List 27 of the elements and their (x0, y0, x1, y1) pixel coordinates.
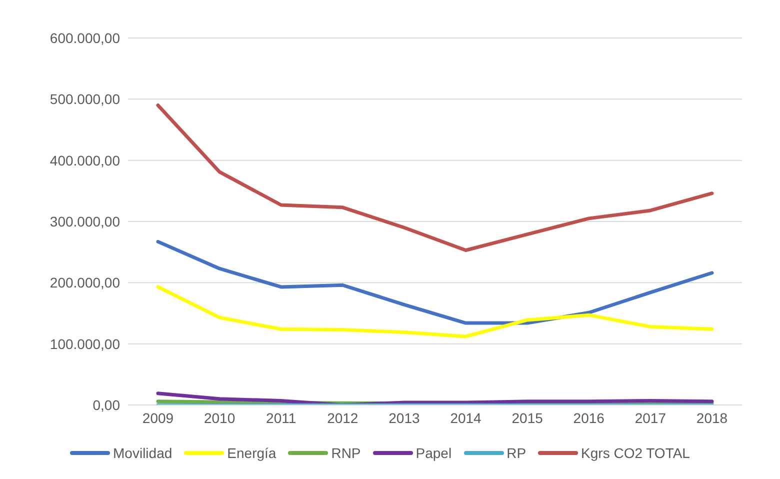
line-series (156, 392, 714, 405)
x-tick-label: 2017 (634, 410, 666, 426)
x-tick-label: 2009 (142, 410, 174, 426)
x-tick-label: 2018 (696, 410, 728, 426)
y-tick-label: 0,00 (92, 396, 120, 413)
legend-label: Energía (227, 445, 276, 461)
legend-label: RP (506, 445, 526, 461)
x-tick-label: 2013 (388, 410, 420, 426)
legend-label: Kgrs CO2 TOTAL (581, 445, 690, 461)
x-tick-label: 2012 (327, 410, 358, 426)
legend-label: Papel (416, 445, 452, 461)
x-tick-label: 2010 (204, 410, 236, 426)
y-tick-label: 600.000,00 (50, 30, 120, 46)
x-tick-label: 2014 (450, 410, 482, 426)
line-series (156, 104, 714, 252)
y-tick-label: 100.000,00 (50, 336, 120, 352)
y-tick-label: 500.000,00 (50, 91, 120, 108)
y-tick-label: 200.000,00 (50, 274, 120, 291)
line-series (156, 285, 714, 338)
line-series (156, 240, 714, 325)
y-tick-label: 300.000,00 (50, 213, 120, 230)
legend-label: Movilidad (113, 445, 172, 461)
x-tick-label: 2015 (512, 410, 544, 426)
x-tick-label: 2016 (573, 410, 605, 426)
y-tick-label: 400.000,00 (50, 152, 120, 168)
x-tick-label: 2011 (266, 410, 296, 426)
legend-label: RNP (331, 445, 361, 461)
